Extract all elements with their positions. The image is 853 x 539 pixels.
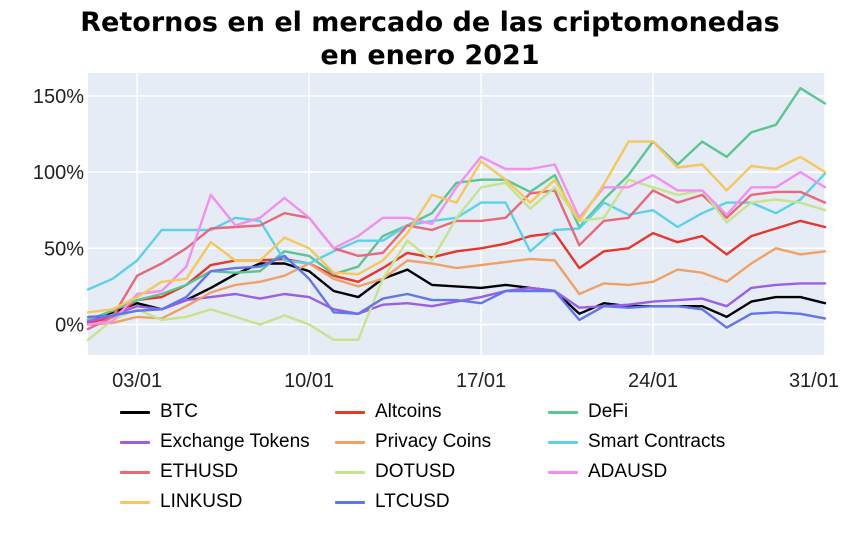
legend-label: ADAUSD: [588, 461, 668, 482]
legend-label: Altcoins: [375, 401, 442, 422]
series-line-privacy-coins: [86, 247, 827, 326]
y-tick-label: 0%: [55, 315, 84, 337]
y-tick-label: 50%: [44, 238, 84, 260]
series-line-btc: [86, 262, 827, 322]
x-tick-label: 17/01: [456, 370, 506, 392]
legend-label: Exchange Tokens: [160, 431, 310, 452]
legend-swatch: [335, 440, 365, 444]
legend-item[interactable]: ETHUSD: [120, 458, 238, 486]
y-axis-ticks: 0% 50% 100% 150%: [33, 86, 84, 337]
x-tick-label: 31/01: [789, 370, 839, 392]
legend-label: LTCUSD: [375, 491, 450, 512]
legend-label: LINKUSD: [160, 491, 243, 512]
y-tick-label: 150%: [33, 86, 84, 108]
series-line-ltcusd: [86, 254, 827, 329]
legend-label: ETHUSD: [160, 461, 239, 482]
legend-item[interactable]: Smart Contracts: [548, 428, 725, 456]
legend-item[interactable]: BTC: [120, 398, 198, 426]
legend-item[interactable]: ADAUSD: [548, 458, 667, 486]
legend-swatch: [548, 410, 578, 414]
chart-title: Retornos en el mercado de las criptomone…: [0, 6, 853, 72]
legend-label: DeFi: [588, 401, 629, 422]
legend-swatch: [548, 440, 578, 444]
legend-item[interactable]: DeFi: [548, 398, 628, 426]
x-tick-label: 10/01: [284, 370, 334, 392]
legend-swatch: [335, 410, 365, 414]
chart-title-line-1: Retornos en el mercado de las criptomone…: [80, 7, 780, 38]
legend-label: BTC: [160, 401, 198, 422]
y-tick-label: 100%: [33, 162, 84, 184]
series-line-ethusd: [86, 189, 827, 331]
legend-item[interactable]: Exchange Tokens: [120, 428, 310, 456]
x-tick-label: 24/01: [628, 370, 678, 392]
x-axis-ticks: 03/01 10/01 17/01 24/01 31/01: [112, 370, 839, 392]
legend-label: DOTUSD: [375, 461, 456, 482]
legend-swatch: [120, 440, 150, 444]
legend-item[interactable]: Privacy Coins: [335, 428, 491, 456]
legend-label: Privacy Coins: [375, 431, 492, 452]
series-line-adausd: [86, 155, 827, 326]
legend-item[interactable]: DOTUSD: [335, 458, 455, 486]
series-line-exchange-tokens: [86, 282, 827, 323]
legend-label: Smart Contracts: [588, 431, 726, 452]
series-line-altcoins: [86, 219, 827, 325]
legend-swatch: [548, 470, 578, 474]
legend-swatch: [335, 500, 365, 504]
grid-lines: [88, 73, 826, 355]
legend-item[interactable]: LTCUSD: [335, 488, 450, 516]
legend-swatch: [335, 470, 365, 474]
x-tick-label: 03/01: [112, 370, 162, 392]
legend-item[interactable]: Altcoins: [335, 398, 442, 426]
legend-swatch: [120, 500, 150, 504]
legend-swatch: [120, 470, 150, 474]
series-layer: [86, 86, 827, 341]
chart-title-line-2: en enero 2021: [320, 40, 540, 71]
legend-swatch: [120, 410, 150, 414]
legend-item[interactable]: LINKUSD: [120, 488, 242, 516]
series-line-linkusd: [86, 140, 827, 314]
